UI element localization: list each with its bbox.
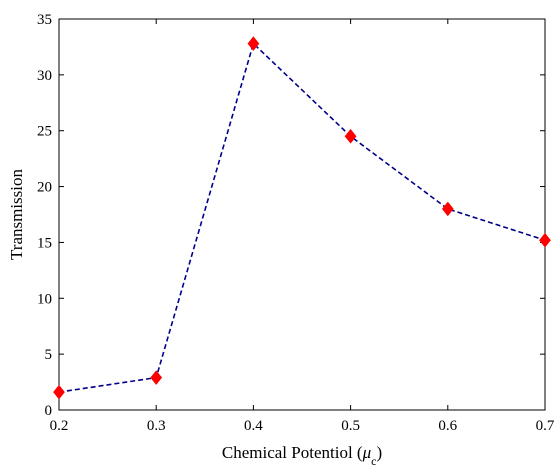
y-tick-label: 20	[37, 180, 52, 196]
y-tick-label: 15	[37, 235, 52, 251]
y-axis: 0 5 10 15 20 25 30 35	[37, 12, 545, 419]
series-layer	[53, 36, 551, 400]
plot-frame	[58, 18, 546, 411]
x-axis-label-subscript: c	[371, 454, 376, 466]
y-tick-label: 10	[37, 291, 52, 307]
x-axis: 0.2 0.3 0.4 0.5 0.6 0.7	[50, 19, 555, 434]
x-tick-label: 0.3	[147, 418, 166, 434]
x-tick-label: 0.6	[438, 418, 457, 434]
x-tick-label: 0.5	[341, 418, 360, 434]
x-tick-label: 0.2	[50, 418, 69, 434]
data-point	[441, 201, 454, 217]
x-tick-label: 0.7	[536, 418, 555, 434]
data-point	[247, 36, 260, 51]
x-axis-label-symbol: μ	[362, 443, 372, 462]
plot-border	[58, 18, 546, 411]
y-tick-label: 5	[45, 347, 53, 363]
y-tick-label: 35	[37, 12, 52, 28]
data-point	[344, 128, 357, 144]
x-tick-label: 0.4	[244, 418, 263, 434]
y-axis-label: Transmission	[7, 168, 26, 260]
y-tick-label: 0	[45, 403, 53, 419]
x-axis-label-close: )	[376, 443, 382, 462]
y-tick-label: 30	[37, 68, 52, 84]
y-tick-label: 25	[37, 124, 52, 140]
x-axis-label-text: Chemical Potentiol (	[222, 443, 363, 462]
series-line	[58, 42, 546, 393]
data-point	[53, 384, 65, 400]
data-point	[150, 370, 163, 386]
x-axis-label: Chemical Potentiol (μc)	[222, 443, 382, 466]
data-point	[539, 232, 551, 248]
